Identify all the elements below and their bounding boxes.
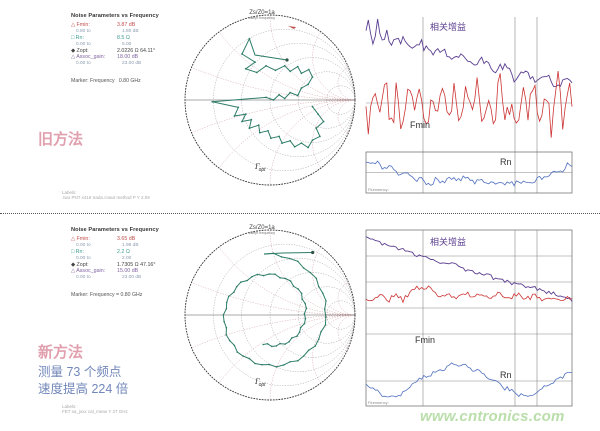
svg-text:相关增益: 相关增益 [430,21,466,32]
svg-text:Γopt: Γopt [254,162,266,173]
svg-text:swept frequency: swept frequency [249,16,275,20]
svg-text:Flumnency:: Flumnency: [368,400,389,405]
svg-text:Γopt: Γopt [254,377,266,388]
svg-text:Rn: Rn [500,157,512,167]
svg-text:Fmin: Fmin [410,120,430,130]
svg-text:Rn: Rn [500,370,512,380]
svg-text:相关增益: 相关增益 [430,236,466,247]
svg-text:swept frequency: swept frequency [249,231,275,235]
svg-text:Flumnency:: Flumnency: [368,187,389,192]
svg-text:Fmin: Fmin [415,335,435,345]
